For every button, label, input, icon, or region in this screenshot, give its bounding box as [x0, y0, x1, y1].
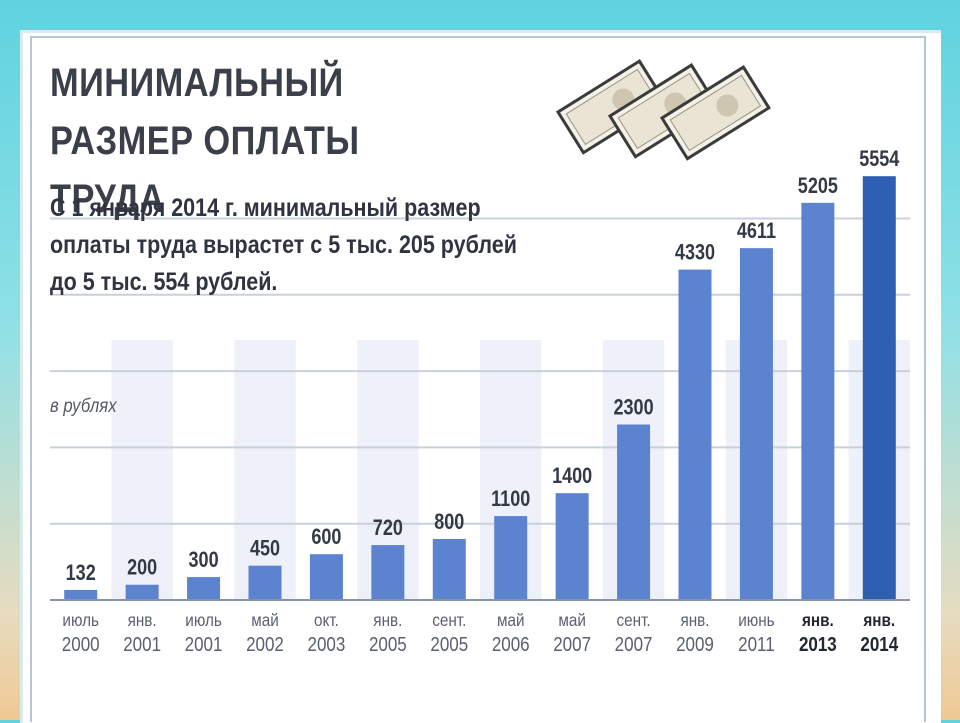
bar — [125, 584, 159, 600]
x-tick-label: июль — [62, 610, 99, 630]
bar — [739, 248, 773, 600]
chart-subtitle: С 1 января 2014 г. минимальный размер оп… — [50, 194, 517, 296]
bar-value-label: 132 — [66, 561, 96, 585]
x-tick-label: 2003 — [308, 633, 346, 656]
background-stripe — [111, 340, 173, 600]
bar-value-label: 1400 — [552, 465, 592, 489]
bar-value-label: 1100 — [491, 487, 530, 511]
banknote-icon — [659, 65, 771, 161]
x-tick-label: июль — [185, 610, 222, 630]
background-stripe — [234, 340, 296, 600]
x-tick-label: май — [558, 610, 586, 630]
bar — [187, 577, 221, 600]
bar — [678, 269, 712, 600]
x-tick-label: 2007 — [553, 633, 591, 656]
x-tick-label: май — [497, 610, 525, 630]
x-tick-label: июнь — [738, 610, 775, 630]
x-tick-label: 2009 — [676, 633, 714, 656]
bar-value-label: 5205 — [798, 174, 838, 198]
bar-value-label: 2300 — [614, 396, 654, 420]
banknotes-illustration — [555, 59, 771, 161]
bar-value-label: 200 — [127, 556, 157, 580]
x-tick-label: 2005 — [430, 633, 468, 656]
x-tick-label: янв. — [680, 610, 709, 630]
bar — [494, 516, 528, 600]
bar-value-label: 5554 — [859, 148, 900, 172]
x-tick-label: 2006 — [492, 633, 530, 656]
chart-title: МИНИМАЛЬНЫЙ РАЗМЕР ОПЛАТЫ ТРУДА — [50, 61, 360, 221]
bar — [371, 545, 405, 600]
units-label: в рублях — [50, 396, 117, 417]
x-tick-label: сент. — [616, 610, 650, 630]
x-tick-label: янв. — [801, 610, 834, 630]
x-tick-label: 2001 — [123, 633, 161, 656]
bar — [617, 424, 651, 600]
x-tick-label: 2000 — [62, 633, 100, 656]
bar-value-label: 800 — [434, 510, 464, 534]
x-tick-label: янв. — [373, 610, 402, 630]
bar — [555, 493, 589, 600]
bar-value-label: 450 — [250, 537, 280, 561]
bar-value-label: 600 — [311, 526, 341, 550]
bar — [248, 565, 282, 600]
bar — [432, 538, 466, 600]
bar — [309, 554, 343, 600]
bar — [64, 589, 98, 600]
x-tick-label: 2001 — [185, 633, 223, 656]
bar — [801, 202, 835, 601]
bar-value-label: 4330 — [675, 241, 715, 265]
bar-value-label: 300 — [189, 549, 219, 573]
x-tick-label: сент. — [432, 610, 466, 630]
x-tick-label: 2014 — [860, 633, 898, 656]
bar-value-label: 720 — [373, 516, 403, 540]
x-tick-label: 2005 — [369, 633, 407, 656]
x-tick-label: 2011 — [738, 633, 775, 656]
x-tick-label: 2002 — [246, 633, 284, 656]
x-tick-label: 2007 — [615, 633, 653, 656]
bar — [862, 176, 896, 600]
x-tick-label: 2013 — [799, 633, 837, 656]
x-tick-label: май — [251, 610, 279, 630]
x-tick-label: окт. — [314, 610, 339, 630]
bar-value-label: 4611 — [737, 220, 776, 244]
x-tick-label: янв. — [862, 610, 895, 630]
x-tick-label: янв. — [128, 610, 157, 630]
